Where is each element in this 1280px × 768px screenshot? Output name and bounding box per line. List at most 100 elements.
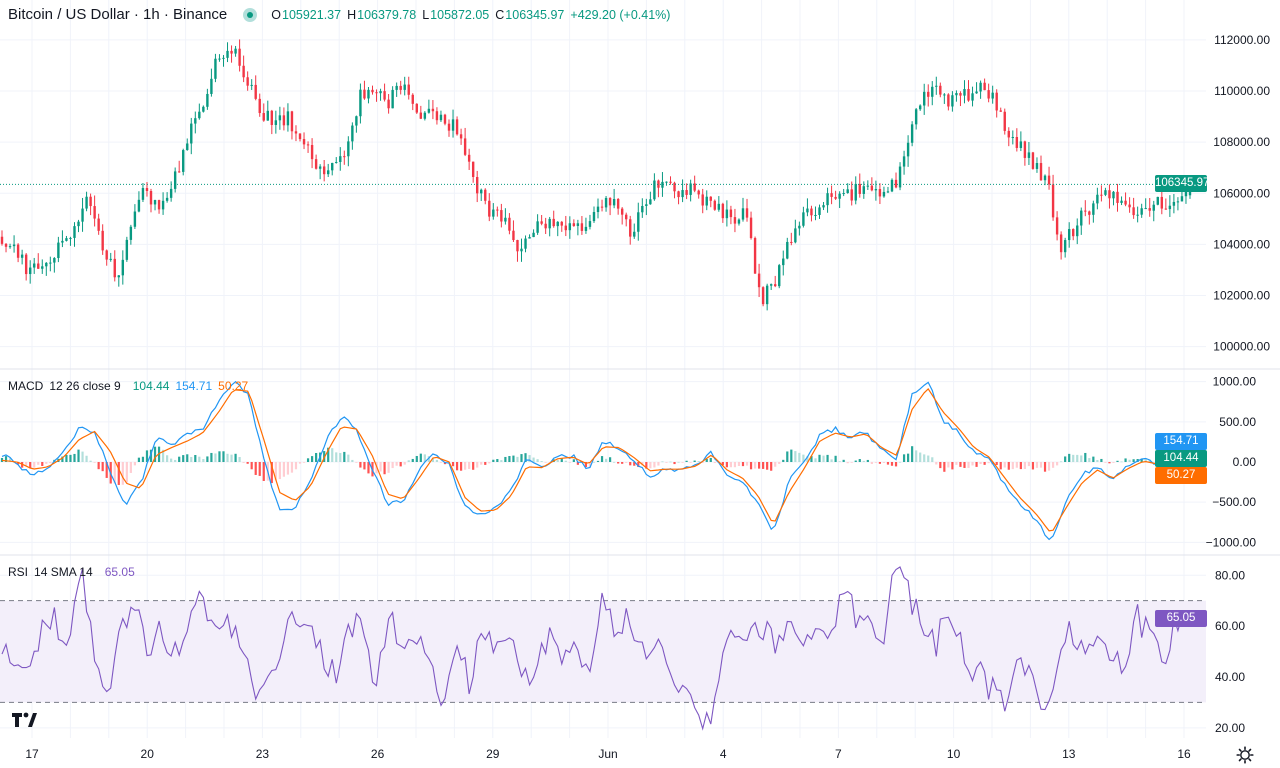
candle-body [322,166,326,175]
macd-title[interactable]: MACD [8,379,44,393]
candle-body [109,258,112,260]
candle-body [1136,214,1139,216]
macd-hist-bar [512,455,515,462]
candle-body [725,209,729,219]
macd-hist-bar [484,462,487,465]
candle-body [41,266,44,269]
macd-hist-bar [757,462,761,469]
macd-hist-bar [665,462,668,463]
candle-body [85,196,88,209]
macd-hist-bar [878,462,882,464]
macd-hist-bar [49,462,52,464]
candle-body [492,209,495,217]
macd-histogram [0,446,1192,485]
candle-body [657,180,660,188]
candle-body [588,221,592,227]
macd-hist-bar [234,453,237,462]
macd-hist-bar [198,456,201,462]
candle-body [757,273,761,288]
macd-hist-bar [842,459,845,462]
rsi-title[interactable]: RSI [8,565,29,579]
x-tick-label: 29 [486,747,500,761]
candle-body [165,197,169,201]
open-value: 105921.37 [282,7,342,22]
candle-body [206,93,209,107]
candle-body [266,110,269,121]
macd-hist-bar [741,462,745,467]
candle-body [331,162,334,171]
candle-body [794,228,797,243]
indicator-lines [0,183,1206,731]
candle-body [536,221,539,233]
macd-hist-bar [1084,452,1087,462]
candle-body [24,254,28,275]
change-value: +429.20 (+0.41%) [570,7,671,22]
macd-hist-bar [753,462,757,469]
candle-body [608,197,612,206]
macd-hist-bar [516,456,519,462]
macd-hist-bar [149,449,153,462]
candle-body [230,50,233,54]
candle-body [355,116,358,126]
macd-tick-label: −500.00 [1212,495,1256,509]
macd-hist-bar [302,462,306,463]
x-tick-label: 10 [947,747,961,761]
macd-hist-bar [1104,462,1107,463]
rsi-value: 65.05 [104,565,135,579]
rsi-tick-label: 20.00 [1215,721,1245,735]
macd-hist-bar [854,460,857,462]
candle-body [153,200,157,205]
candle-body [649,199,652,205]
macd-hist-bar [101,462,104,472]
candle-body [282,115,286,126]
candle-body [705,196,708,206]
macd-hist-bar [41,462,44,466]
tradingview-logo-icon[interactable] [10,709,38,729]
candle-body [133,211,137,227]
candle-body [129,226,133,240]
macd-hist-bar [870,462,873,465]
macd-hist-bar [97,462,100,470]
macd-hist-bar [190,456,193,462]
macd-hist-bar [1068,453,1071,462]
candle-body [77,221,80,227]
candle-body [182,150,185,172]
candle-body [1176,201,1180,203]
macd-hist-bar [81,451,84,462]
candle-body [137,199,141,212]
candle-body [459,134,463,139]
macd-hist-bar [721,462,724,466]
macd-hist-bar [713,462,716,464]
macd-tick-label: 500.00 [1219,415,1256,429]
macd-hist-bar [733,462,737,468]
macd-hist-bar [661,461,664,463]
candle-body [810,208,813,216]
macd-hist-bar [33,462,36,468]
candle-body [544,223,547,229]
settings-gear-icon[interactable] [1236,746,1254,764]
symbol-title[interactable]: Bitcoin / US Dollar · 1h · Binance [8,6,228,23]
axes: 17 20 23 26 29 Jun 4 7 10 13 16 100000.00 102000.00 1… [0,33,1280,761]
candle-body [774,284,777,287]
macd-hist-bar [399,462,402,467]
candle-body [1027,152,1031,158]
candle-body [806,208,809,213]
candle-body [1184,189,1188,197]
candle-body [753,238,757,274]
macd-hist-bar [504,456,507,462]
macd-hist-bar [459,462,463,471]
candle-body [105,250,108,260]
macd-hist-bar [294,462,298,470]
macd-hist-bar [500,460,503,462]
macd-hist-bar [838,461,841,463]
candle-body [242,65,245,78]
candle-body [270,110,274,125]
macd-hist-bar [951,462,954,470]
macd-hist-bar [379,462,382,472]
rsi-band-fill [0,600,1206,703]
candle-body [749,217,753,239]
macd-hist-bar [556,459,559,462]
candle-body [927,91,930,97]
macd-hist-bar [298,462,302,464]
